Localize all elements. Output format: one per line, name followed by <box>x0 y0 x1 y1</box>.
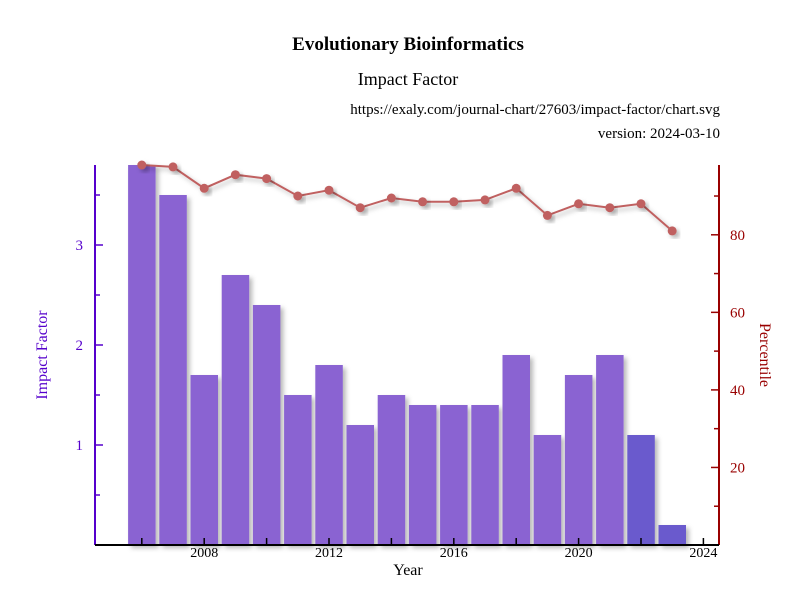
chart-source-url[interactable]: https://exaly.com/journal-chart/27603/im… <box>350 102 720 118</box>
percentile-point-2009[interactable] <box>230 170 240 180</box>
percentile-point-2017[interactable] <box>480 195 490 205</box>
percentile-line <box>141 164 673 232</box>
y-right-tick-label-80: 80 <box>730 228 745 244</box>
percentile-point-2010[interactable] <box>262 174 272 184</box>
y-left-tick-label-2: 2 <box>76 338 84 354</box>
x-axis-label: Year <box>393 562 423 579</box>
bar-2019[interactable] <box>533 435 562 545</box>
bar-2020[interactable] <box>564 375 593 545</box>
percentile-point-2021[interactable] <box>605 203 615 213</box>
percentile-point-2011[interactable] <box>293 191 303 201</box>
y-axis-right-label: Percentile <box>756 323 773 387</box>
percentile-point-2008[interactable] <box>199 183 209 193</box>
x-tick-label-2012: 2012 <box>315 546 343 561</box>
percentile-point-2016[interactable] <box>449 197 459 207</box>
percentile-point-2013[interactable] <box>355 203 365 213</box>
x-tick-label-2016: 2016 <box>440 546 468 561</box>
bar-2018[interactable] <box>502 355 531 545</box>
y-left-tick-label-3: 3 <box>76 238 84 254</box>
axes-layer: 1 2 3 20 40 60 80 2008 2012 2016 2020 2024 <box>76 165 745 561</box>
bar-2021[interactable] <box>596 355 624 545</box>
percentile-point-2022[interactable] <box>636 199 646 209</box>
y-axis-left-label: Impact Factor <box>34 310 51 400</box>
bar-2010[interactable] <box>252 305 281 545</box>
percentile-point-2014[interactable] <box>386 193 396 203</box>
y-right-tick-label-40: 40 <box>730 383 745 399</box>
percentile-point-2019[interactable] <box>542 210 552 220</box>
bar-2022[interactable] <box>627 435 655 545</box>
bar-2023[interactable] <box>658 525 687 545</box>
bar-2017[interactable] <box>471 405 499 545</box>
bar-2014[interactable] <box>377 395 406 545</box>
bar-2015[interactable] <box>408 405 437 545</box>
x-tick-label-2024: 2024 <box>689 546 717 561</box>
percentile-point-2007[interactable] <box>168 162 178 172</box>
bar-2008[interactable] <box>190 375 219 545</box>
percentile-point-2018[interactable] <box>511 183 521 193</box>
bar-2006[interactable] <box>128 165 156 545</box>
chart-subtitle: Impact Factor <box>357 69 459 89</box>
percentile-point-2006[interactable] <box>137 160 147 170</box>
bar-2016[interactable] <box>440 405 468 545</box>
percentile-point-2012[interactable] <box>324 185 334 195</box>
percentile-point-2023[interactable] <box>667 226 677 236</box>
y-right-tick-label-20: 20 <box>730 460 745 476</box>
percentile-line-layer <box>137 160 677 236</box>
bar-2012[interactable] <box>315 365 343 545</box>
bar-2011[interactable] <box>284 395 312 545</box>
bars-layer <box>128 165 686 545</box>
chart-title: Evolutionary Bioinformatics <box>292 34 524 55</box>
bar-2007[interactable] <box>159 195 187 545</box>
bar-2009[interactable] <box>221 275 250 545</box>
y-right-tick-label-60: 60 <box>730 305 745 321</box>
x-tick-label-2020: 2020 <box>565 546 593 561</box>
x-tick-label-2008: 2008 <box>190 546 218 561</box>
bar-2013[interactable] <box>346 425 375 545</box>
percentile-point-2015[interactable] <box>418 197 428 207</box>
chart-version: version: 2024-03-10 <box>597 126 720 142</box>
y-left-tick-label-1: 1 <box>76 438 84 454</box>
percentile-point-2020[interactable] <box>574 199 584 209</box>
